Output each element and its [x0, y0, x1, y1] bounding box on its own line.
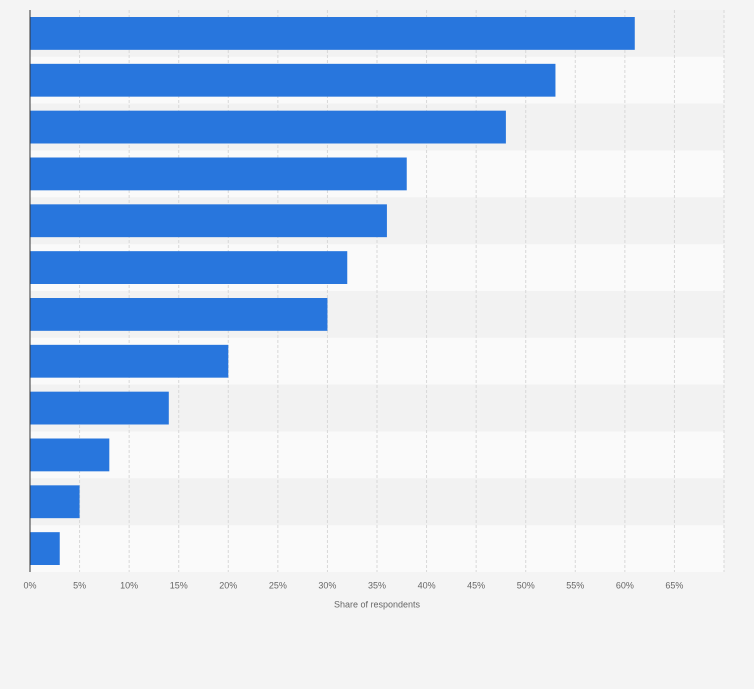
x-tick-label: 40%: [418, 580, 436, 590]
x-tick-label: 60%: [616, 580, 634, 590]
bar: [30, 344, 229, 378]
x-tick-label: 25%: [269, 580, 287, 590]
x-tick-label: 55%: [566, 580, 584, 590]
bar: [30, 204, 387, 238]
x-axis-title: Share of respondents: [334, 599, 421, 609]
bar: [30, 251, 348, 284]
bar: [30, 17, 635, 50]
x-tick-label: 65%: [665, 580, 683, 590]
bar: [30, 157, 407, 191]
bar: [30, 532, 60, 565]
x-tick-label: 20%: [219, 580, 237, 590]
bar: [30, 438, 110, 472]
x-tick-label: 5%: [73, 580, 86, 590]
x-tick-label: 30%: [318, 580, 336, 590]
x-tick-label: 0%: [23, 580, 36, 590]
bar: [30, 63, 556, 97]
x-tick-label: 45%: [467, 580, 485, 590]
x-tick-label: 35%: [368, 580, 386, 590]
bar: [30, 298, 328, 331]
bar: [30, 485, 80, 519]
x-tick-label: 15%: [170, 580, 188, 590]
bar: [30, 391, 169, 425]
x-tick-label: 50%: [517, 580, 535, 590]
x-tick-label: 10%: [120, 580, 138, 590]
bar: [30, 110, 506, 144]
